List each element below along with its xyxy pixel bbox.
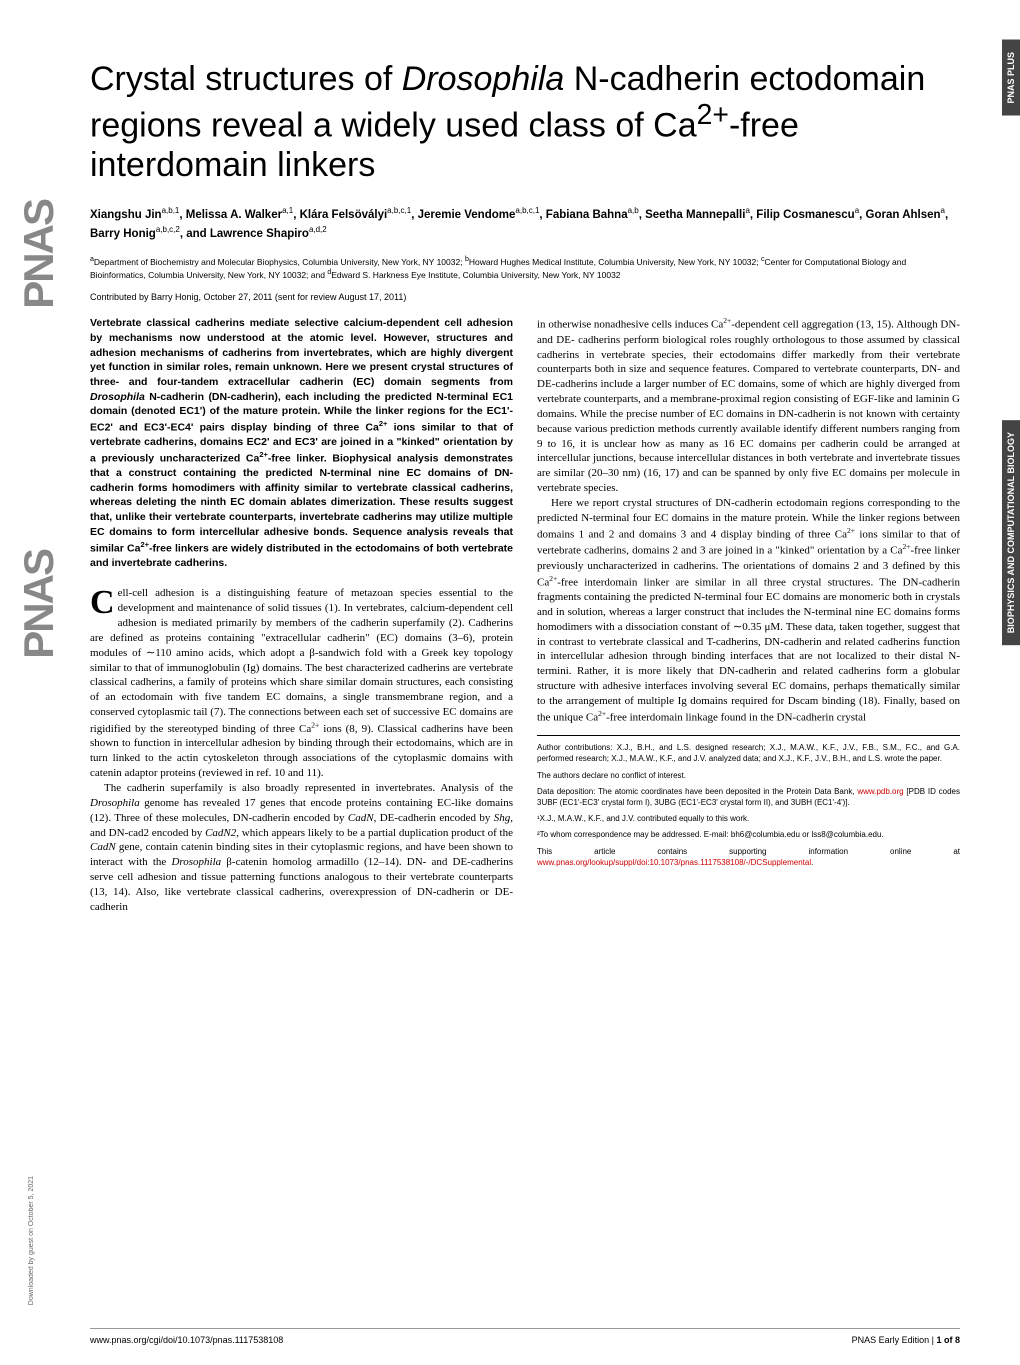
body-paragraph-3: in otherwise nonadhesive cells induces C… (537, 316, 960, 496)
downloaded-note: Downloaded by guest on October 5, 2021 (28, 1176, 35, 1305)
abstract: Vertebrate classical cadherins mediate s… (90, 316, 513, 570)
footer-right: PNAS Early Edition | 1 of 8 (852, 1335, 960, 1345)
left-column: Vertebrate classical cadherins mediate s… (90, 316, 513, 914)
side-tab-section: BIOPHYSICS AND COMPUTATIONAL BIOLOGY (1002, 420, 1020, 645)
footer-edition: PNAS Early Edition (852, 1335, 930, 1345)
deposition-pre: Data deposition: The atomic coordinates … (537, 787, 857, 796)
title-sup: 2+ (697, 99, 729, 131)
body-paragraph-1: Cell-cell adhesion is a distinguishing f… (90, 586, 513, 781)
body-p1-text: ell-cell adhesion is a distinguishing fe… (90, 587, 513, 779)
dropcap: C (90, 586, 118, 617)
footer-page-number: 1 of 8 (936, 1335, 960, 1345)
footnote-author-contrib: Author contributions: X.J., B.H., and L.… (537, 742, 960, 764)
footnote-deposition: Data deposition: The atomic coordinates … (537, 786, 960, 808)
supp-pre: This article contains supporting informa… (537, 847, 960, 856)
side-tab-pnas-plus: PNAS PLUS (1002, 40, 1020, 116)
footnote-correspond: ²To whom correspondence may be addressed… (537, 829, 960, 840)
page-content: Crystal structures of Drosophila N-cadhe… (90, 60, 960, 915)
article-title: Crystal structures of Drosophila N-cadhe… (90, 60, 960, 185)
title-italic: Drosophila (402, 60, 565, 98)
right-column: in otherwise nonadhesive cells induces C… (537, 316, 960, 914)
footnote-equal: ¹X.J., M.A.W., K.F., and J.V. contribute… (537, 813, 960, 824)
title-pre: Crystal structures of (90, 60, 402, 98)
body-paragraph-4: Here we report crystal structures of DN-… (537, 496, 960, 725)
two-column-layout: Vertebrate classical cadherins mediate s… (90, 316, 960, 914)
supp-post: . (811, 858, 813, 867)
pnas-logo-repeat: PNAS (15, 550, 63, 659)
supp-link[interactable]: www.pnas.org/lookup/suppl/doi:10.1073/pn… (537, 858, 811, 867)
pnas-logo: PNAS (15, 200, 63, 309)
body-paragraph-2: The cadherin superfamily is also broadly… (90, 781, 513, 915)
affiliations: aDepartment of Biochemistry and Molecula… (90, 255, 960, 282)
contributed-line: Contributed by Barry Honig, October 27, … (90, 292, 960, 302)
footnote-conflict: The authors declare no conflict of inter… (537, 770, 960, 781)
authors: Xiangshu Jina,b,1, Melissa A. Walkera,1,… (90, 205, 960, 243)
footnotes: Author contributions: X.J., B.H., and L.… (537, 735, 960, 868)
page-footer: www.pnas.org/cgi/doi/10.1073/pnas.111753… (90, 1328, 960, 1345)
footnote-supp: This article contains supporting informa… (537, 846, 960, 868)
footer-doi: www.pnas.org/cgi/doi/10.1073/pnas.111753… (90, 1335, 283, 1345)
pdb-link[interactable]: www.pdb.org (857, 787, 903, 796)
